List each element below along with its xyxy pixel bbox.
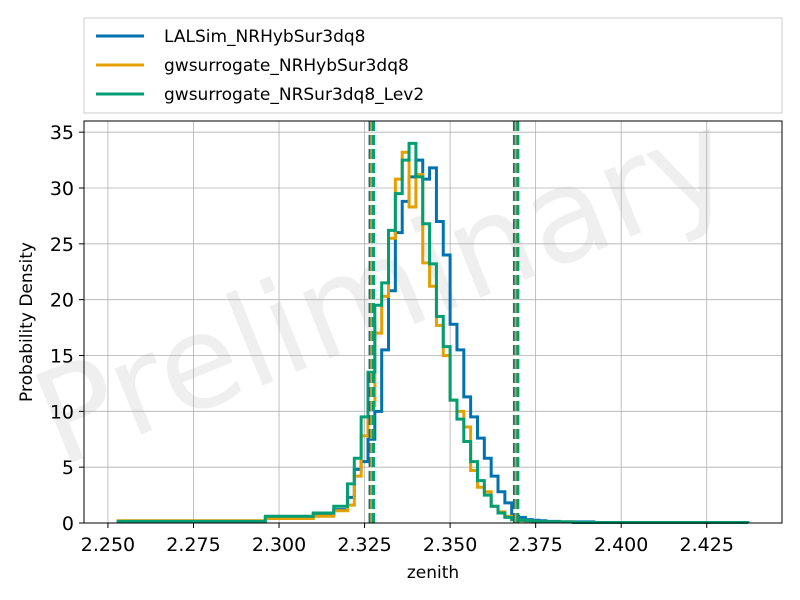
y-tick-label: 25: [50, 234, 74, 256]
y-tick-label: 30: [50, 178, 74, 200]
series-group: [116, 141, 750, 524]
y-tick-label: 35: [50, 122, 74, 144]
legend-label-3: gwsurrogate_NRSur3dq8_Lev2: [164, 85, 424, 105]
y-tick-label: 20: [50, 290, 74, 312]
legend-label-1: LALSim_NRHybSur3dq8: [164, 27, 365, 47]
x-tick-label: 2.375: [508, 534, 562, 556]
legend-box: [83, 17, 783, 114]
x-axis-ticks: 2.250 2.275 2.300 2.325 2.350 2.375 2.400 2.425: [81, 523, 734, 556]
x-tick-label: 2.325: [337, 534, 391, 556]
x-tick-label: 2.350: [423, 534, 477, 556]
y-axis-label: Probability Density: [17, 242, 37, 402]
y-tick-label: 10: [50, 401, 74, 423]
y-axis-ticks: 0 5 10 15 20 25 30 35: [50, 122, 84, 535]
y-tick-label: 5: [62, 457, 74, 479]
x-tick-label: 2.400: [594, 534, 648, 556]
legend-label-2: gwsurrogate_NRHybSur3dq8: [164, 56, 409, 76]
x-tick-label: 2.300: [252, 534, 306, 556]
credible-interval-lines: [368, 121, 520, 523]
x-axis-label: zenith: [407, 563, 459, 583]
x-tick-label: 2.275: [166, 534, 220, 556]
y-tick-label: 0: [62, 513, 74, 535]
series-step-line-3: [116, 141, 750, 524]
x-tick-label: 2.250: [81, 534, 135, 556]
legend: LALSim_NRHybSur3dq8 gwsurrogate_NRHybSur3…: [83, 17, 783, 114]
plot-frame: [83, 120, 783, 524]
y-tick-label: 15: [50, 346, 74, 368]
x-tick-label: 2.425: [680, 534, 734, 556]
